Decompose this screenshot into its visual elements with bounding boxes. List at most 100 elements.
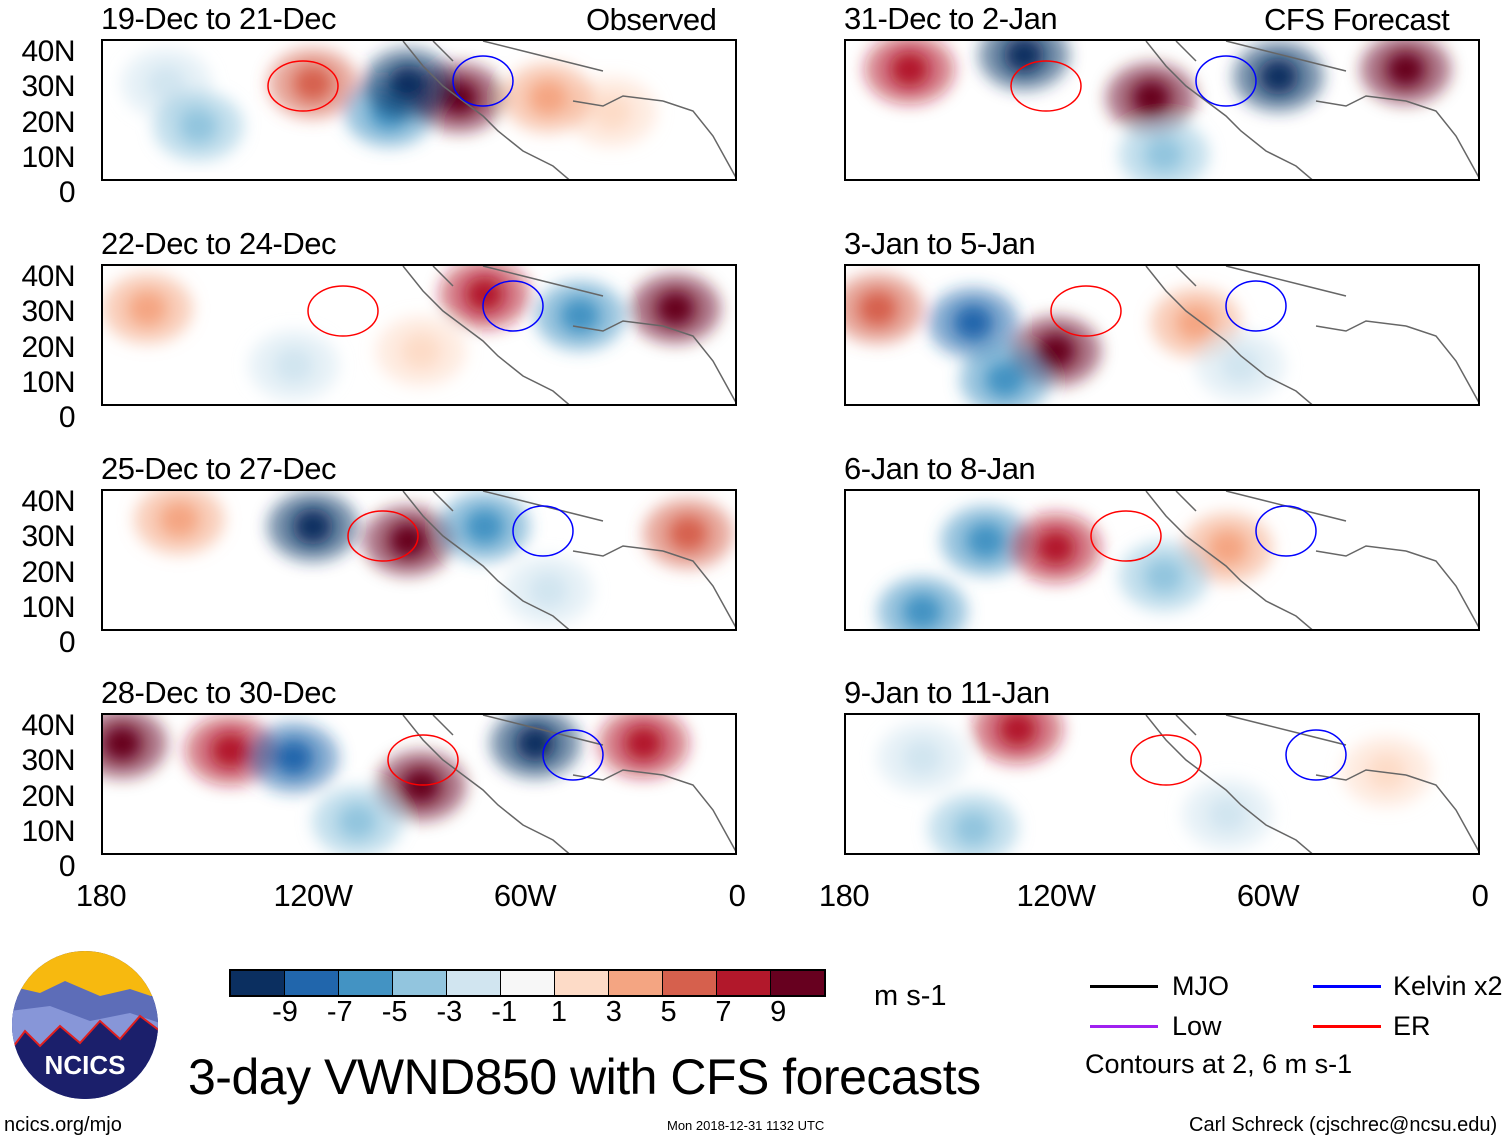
anomaly-core [464,276,505,313]
colorbar-label: -5 [381,996,408,1028]
anomaly-core [1004,41,1045,74]
colorbar-label: -7 [326,996,353,1028]
er-contour [307,285,379,337]
map-panel [101,489,737,631]
anomaly-core [591,94,632,130]
lat-label: 10N [21,365,75,399]
wind-anomaly-map [134,491,735,629]
anomaly-core [178,108,219,145]
lon-label: 120W [1016,878,1096,913]
colorbar-swatch [339,971,393,995]
anomaly-core [127,290,168,327]
legend-er: ER [1393,1011,1431,1041]
logo-text: NCICS [45,1050,126,1080]
panel-title: 19-Dec to 21-Dec [101,1,336,36]
legend-er-line [1313,1025,1381,1028]
lon-label: 0 [728,878,746,913]
anomaly-core [655,290,696,327]
colorbar-swatch [501,971,555,995]
colorbar [229,969,826,997]
lat-label: 40N [21,260,75,293]
panel-title: 3-Jan to 5-Jan [844,226,1036,261]
anomaly-core [292,65,333,102]
anomaly-core [1366,753,1407,790]
colorbar-label: 3 [605,996,622,1028]
wind-anomaly-map [864,41,1478,179]
anomaly-core [623,725,664,762]
anomaly-core [401,333,441,370]
lat-label: 20N [21,555,75,589]
coastline [402,266,735,404]
anomaly-core [1131,79,1172,116]
map-panel [844,39,1480,181]
coastline [1145,491,1478,629]
panel-title: 6-Jan to 8-Jan [844,451,1036,486]
wind-anomaly-map [877,715,1478,853]
colorbar-swatch [447,971,501,995]
coastline [1145,266,1478,404]
anomaly-core [985,361,1025,398]
panel-title: 28-Dec to 30-Dec [101,675,336,710]
anomaly-core [292,508,333,545]
lat-label: 20N [21,105,75,139]
anomaly-core [668,515,709,552]
colorbar-units: m s-1 [874,980,947,1012]
footer-timestamp: Mon 2018-12-31 1132 UTC [667,1118,825,1133]
lon-label: 180 [75,878,127,913]
anomaly-core [210,732,251,769]
colorbar-swatch [285,971,339,995]
map-panel [844,264,1480,406]
kelvin-contour [1195,55,1257,107]
lat-label: 0 [58,176,76,210]
lon-label: 60W [493,878,557,913]
legend-low-line [1090,1025,1158,1028]
coastline [1145,715,1478,853]
cfs-forecast-label: CFS Forecast [1264,2,1450,37]
colorbar-label: -9 [272,996,298,1028]
anomaly-core [528,79,569,116]
lon-label: 120W [273,878,353,913]
lon-label: 60W [1236,878,1300,913]
colorbar-swatch [717,971,771,995]
anomaly-core [1144,136,1184,173]
er-contour [267,60,339,112]
map-panel [101,39,737,181]
er-contour [387,734,459,786]
er-contour [347,510,419,562]
panel-title: 31-Dec to 2-Jan [844,1,1058,36]
anomaly-core [388,65,429,102]
panel-title: 9-Jan to 11-Jan [844,675,1050,710]
anomaly-core [560,297,600,334]
kelvin-contour [482,280,544,332]
legend-mjo: MJO [1172,971,1229,1001]
anomaly-core [997,715,1038,748]
anomaly-core [902,739,943,776]
colorbar-label: -3 [436,996,463,1028]
colorbar-swatch [609,971,663,995]
anomaly-core [464,508,505,545]
footer-url: ncics.org/mjo [4,1114,122,1136]
anomaly-core [337,803,378,840]
anomaly-core [146,65,187,102]
wind-anomaly-map [103,266,735,404]
map-panel [101,713,737,855]
lat-label: 0 [58,626,76,660]
anomaly-core [1035,333,1076,370]
legend-kelvin: Kelvin x2 [1393,971,1503,1001]
map-panel [101,264,737,406]
coastline [402,715,735,853]
colorbar-swatch [231,971,285,995]
panel-title: 25-Dec to 27-Dec [101,451,336,486]
colorbar-label: 5 [660,996,677,1028]
lat-label: 40N [21,485,75,518]
anomaly-core [1175,304,1216,341]
er-contour [1050,285,1122,337]
anomaly-core [1207,796,1248,833]
colorbar-swatch [393,971,447,995]
anomaly-core [1258,58,1299,95]
anomaly-core [273,739,314,776]
lat-label: 10N [21,814,75,848]
anomaly-core [273,347,314,384]
anomaly-core [857,290,898,327]
